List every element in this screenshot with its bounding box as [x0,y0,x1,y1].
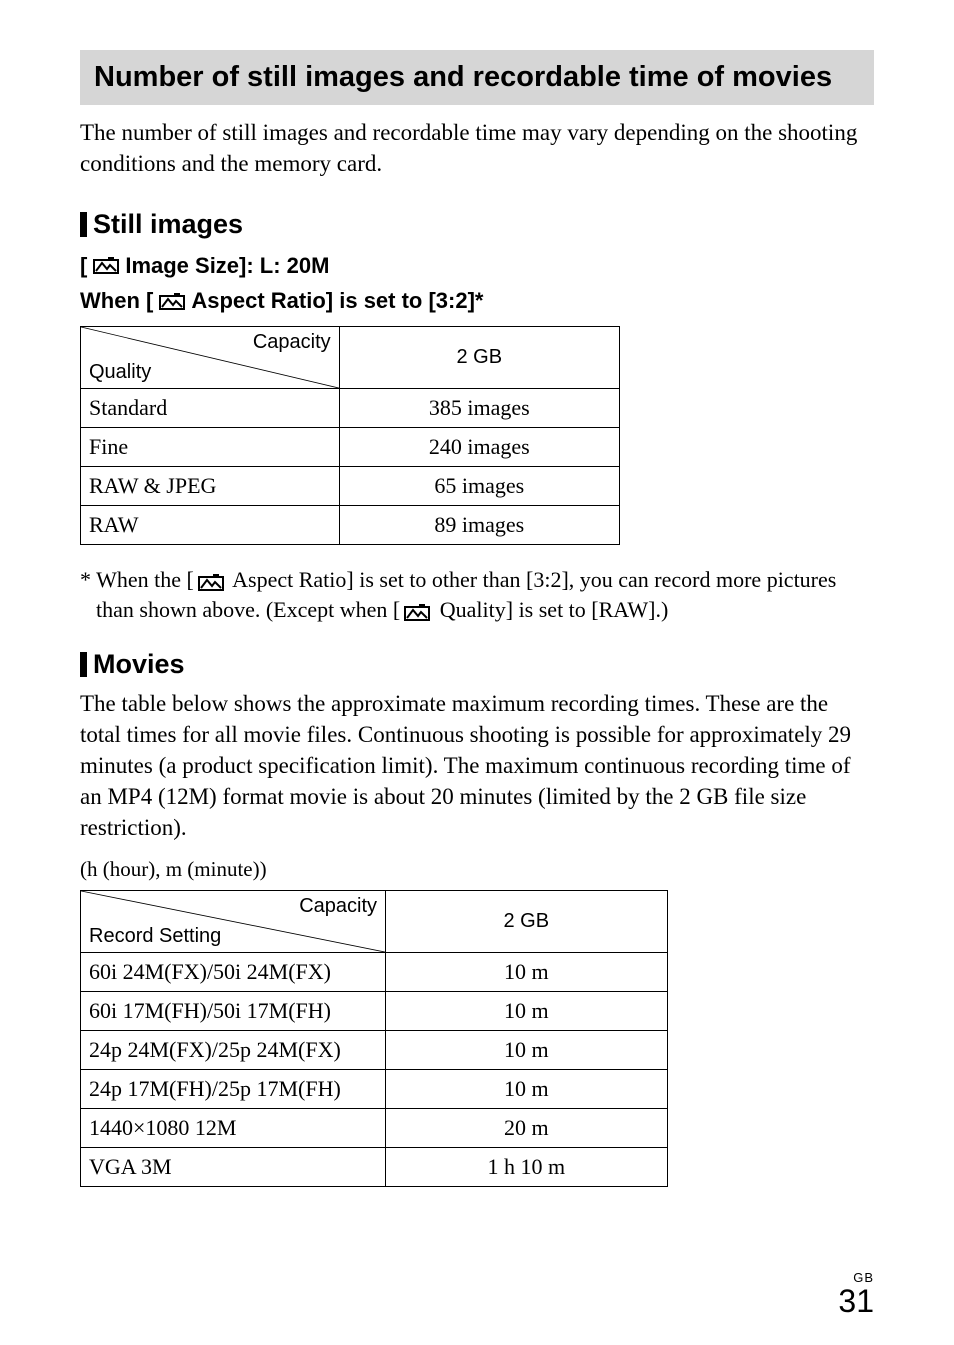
heading-bar-icon [80,652,87,677]
value-cell: 10 m [386,1030,668,1069]
table-row: 24p 17M(FH)/25p 17M(FH)10 m [81,1069,668,1108]
camera-icon [198,573,224,591]
camera-icon [404,603,430,621]
capacity-value-header: 2 GB [386,890,668,952]
setting-cell: 60i 17M(FH)/50i 17M(FH) [81,991,386,1030]
table-row: 24p 24M(FX)/25p 24M(FX)10 m [81,1030,668,1069]
still-images-heading: Still images [80,209,874,240]
camera-icon [93,256,119,274]
capacity-label: Capacity [253,331,331,354]
heading-bar-icon [80,212,87,237]
capacity-label: Capacity [299,895,377,918]
value-cell: 10 m [386,991,668,1030]
aspect-ratio-line: When [ Aspect Ratio] is set to [3:2]* [80,283,874,318]
quality-cell: RAW & JPEG [81,467,340,506]
quality-cell: Standard [81,389,340,428]
table-row: 60i 24M(FX)/50i 24M(FX)10 m [81,952,668,991]
value-cell: 385 images [339,389,619,428]
page-num-value: 31 [838,1285,874,1317]
table-row: RAW & JPEG65 images [81,467,620,506]
table-row: Fine240 images [81,428,620,467]
setting-cell: 1440×1080 12M [81,1108,386,1147]
capacity-value-header: 2 GB [339,327,619,389]
footnote-post: Quality] is set to [RAW].) [434,597,668,622]
quality-cell: RAW [81,506,340,545]
value-cell: 10 m [386,1069,668,1108]
movies-paragraph: The table below shows the approximate ma… [80,688,874,843]
value-cell: 1 h 10 m [386,1147,668,1186]
split-header: Capacity Quality [81,327,340,389]
value-cell: 65 images [339,467,619,506]
camera-icon [159,292,185,310]
label: Image Size]: L: 20M [125,248,329,283]
table-row: 60i 17M(FH)/50i 17M(FH)10 m [81,991,668,1030]
table-row: VGA 3M1 h 10 m [81,1147,668,1186]
page-number: GB 31 [838,1270,874,1317]
setting-cell: 24p 24M(FX)/25p 24M(FX) [81,1030,386,1069]
quality-cell: Fine [81,428,340,467]
value-cell: 20 m [386,1108,668,1147]
still-footnote: * When the [ Aspect Ratio] is set to oth… [80,565,874,624]
prefix: When [ [80,283,153,318]
movies-heading-text: Movies [93,649,185,680]
section-title: Number of still images and recordable ti… [80,50,874,105]
still-images-table: Capacity Quality 2 GB Standard385 images… [80,326,620,545]
label: Aspect Ratio] is set to [3:2]* [191,283,483,318]
still-heading-text: Still images [93,209,243,240]
table-row: RAW89 images [81,506,620,545]
quality-label: Quality [89,361,151,384]
record-setting-label: Record Setting [89,925,221,948]
value-cell: 89 images [339,506,619,545]
setting-cell: 24p 17M(FH)/25p 17M(FH) [81,1069,386,1108]
footnote-pre: * When the [ [80,567,194,592]
intro-paragraph: The number of still images and recordabl… [80,117,874,179]
setting-cell: 60i 24M(FX)/50i 24M(FX) [81,952,386,991]
movies-table: Capacity Record Setting 2 GB 60i 24M(FX)… [80,890,668,1187]
prefix: [ [80,248,87,283]
value-cell: 10 m [386,952,668,991]
table-row: Standard385 images [81,389,620,428]
value-cell: 240 images [339,428,619,467]
movies-heading: Movies [80,649,874,680]
setting-cell: VGA 3M [81,1147,386,1186]
time-unit-note: (h (hour), m (minute)) [80,857,874,882]
split-header: Capacity Record Setting [81,890,386,952]
table-row: 1440×1080 12M20 m [81,1108,668,1147]
image-size-line: [ Image Size]: L: 20M [80,248,874,283]
